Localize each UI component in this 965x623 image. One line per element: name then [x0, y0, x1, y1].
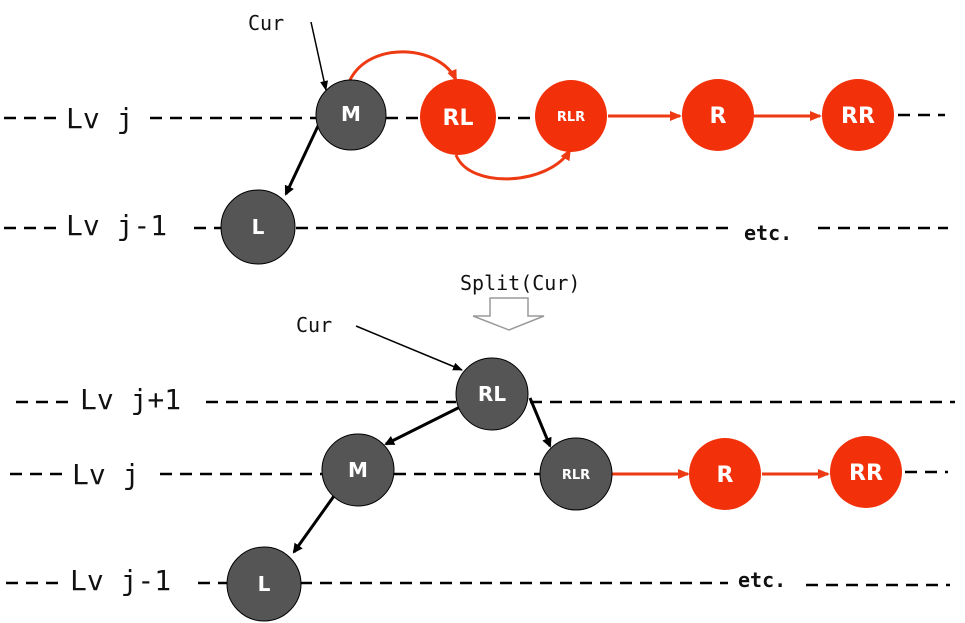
split-label: Split(Cur) [460, 271, 580, 295]
svg-text:RL: RL [443, 106, 474, 131]
node-L-after: L [226, 546, 302, 622]
svg-text:L: L [258, 572, 271, 596]
node-RR-after: RR [830, 436, 902, 508]
after-panel: Lv j+1 Lv j Lv j-1 etc. Cur RL M [6, 313, 955, 622]
node-R-before: R [682, 79, 754, 151]
operation: Split(Cur) [460, 271, 580, 331]
node-L-before: L [220, 189, 296, 265]
svg-text:RLR: RLR [557, 110, 585, 125]
etc-label-after: etc. [738, 568, 786, 592]
svg-text:L: L [252, 215, 265, 239]
edge-M-L-before [284, 125, 320, 196]
svg-text:R: R [717, 463, 734, 488]
node-R-after: R [689, 438, 761, 510]
etc-label-before: etc. [744, 221, 792, 245]
cur-pointer-before [310, 21, 328, 91]
level-label-j+1: Lv j+1 [80, 383, 181, 416]
node-RLR-after: RLR [539, 437, 613, 511]
level-label-j: Lv j [66, 102, 133, 135]
before-panel: Lv j Lv j-1 etc. Cur M RL RLR [4, 11, 948, 265]
node-RL-before: RL [420, 79, 496, 155]
svg-text:RL: RL [478, 382, 506, 406]
level-label-j-after: Lv j [72, 458, 139, 491]
node-RL-after: RL [455, 357, 529, 431]
edge-M-RL-before [348, 50, 458, 82]
cur-label-after: Cur [296, 313, 332, 337]
node-M-after: M [321, 433, 395, 507]
edge-RL-RLR-before [454, 148, 572, 181]
node-RLR-before: RLR [535, 80, 607, 152]
level-label-j-1-after: Lv j-1 [70, 564, 171, 597]
cur-pointer-after [355, 325, 463, 371]
down-arrow-icon [472, 297, 545, 331]
node-M-before: M [315, 79, 387, 151]
svg-text:RR: RR [841, 104, 875, 129]
node-RR-before: RR [822, 79, 894, 151]
edge-RL-RLR-after [528, 397, 552, 448]
cur-label-before: Cur [248, 11, 284, 35]
svg-text:RR: RR [849, 461, 883, 486]
svg-text:RLR: RLR [562, 468, 590, 483]
edge-M-L-after [292, 495, 336, 554]
svg-text:R: R [710, 104, 727, 129]
edge-RL-M-after [384, 404, 463, 446]
svg-text:M: M [348, 458, 368, 482]
level-label-j-1: Lv j-1 [66, 209, 167, 242]
svg-text:M: M [341, 102, 361, 126]
